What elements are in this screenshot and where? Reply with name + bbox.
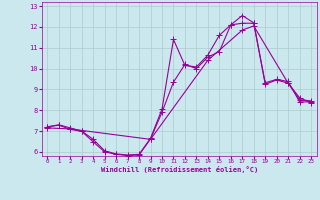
X-axis label: Windchill (Refroidissement éolien,°C): Windchill (Refroidissement éolien,°C)	[100, 166, 258, 173]
